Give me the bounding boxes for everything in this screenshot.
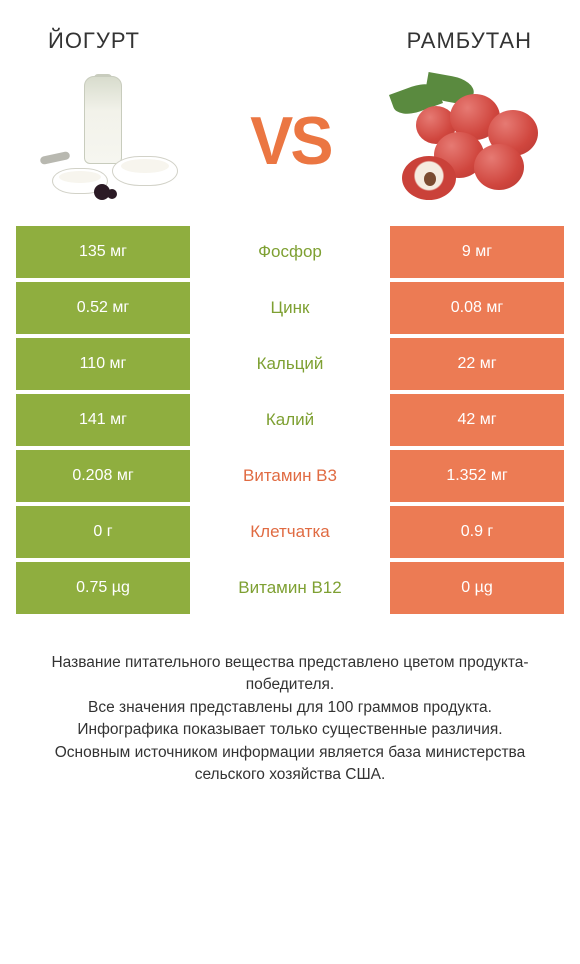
yogurt-image — [40, 76, 190, 206]
cell-left: 135 мг — [16, 226, 190, 278]
table-row: 135 мгФосфор9 мг — [16, 226, 564, 278]
cell-left: 0 г — [16, 506, 190, 558]
table-row: 0.52 мгЦинк0.08 мг — [16, 282, 564, 334]
rambutan-image — [390, 76, 540, 206]
cell-right: 9 мг — [390, 226, 564, 278]
cell-right: 1.352 мг — [390, 450, 564, 502]
cell-left: 0.208 мг — [16, 450, 190, 502]
footer-notes: Название питательного вещества представл… — [0, 618, 580, 787]
vs-label: VS — [250, 102, 330, 180]
comparison-table: 135 мгФосфор9 мг0.52 мгЦинк0.08 мг110 мг… — [0, 226, 580, 614]
table-row: 110 мгКальций22 мг — [16, 338, 564, 390]
footer-line: Инфографика показывает только существенн… — [28, 719, 552, 741]
cell-label: Кальций — [190, 338, 390, 390]
cell-label: Витамин B3 — [190, 450, 390, 502]
cell-label: Калий — [190, 394, 390, 446]
header: ЙОГУРТ РАМБУТАН — [0, 0, 580, 64]
cell-left: 0.75 µg — [16, 562, 190, 614]
cell-right: 42 мг — [390, 394, 564, 446]
cell-left: 141 мг — [16, 394, 190, 446]
cell-left: 0.52 мг — [16, 282, 190, 334]
cell-right: 0.9 г — [390, 506, 564, 558]
footer-line: Название питательного вещества представл… — [28, 652, 552, 697]
table-row: 141 мгКалий42 мг — [16, 394, 564, 446]
cell-right: 0 µg — [390, 562, 564, 614]
cell-label: Цинк — [190, 282, 390, 334]
cell-right: 22 мг — [390, 338, 564, 390]
footer-line: Все значения представлены для 100 граммо… — [28, 697, 552, 719]
table-row: 0.208 мгВитамин B31.352 мг — [16, 450, 564, 502]
footer-line: Основным источником информации является … — [28, 742, 552, 787]
cell-label: Клетчатка — [190, 506, 390, 558]
table-row: 0 гКлетчатка0.9 г — [16, 506, 564, 558]
cell-left: 110 мг — [16, 338, 190, 390]
title-right: РАМБУТАН — [407, 28, 532, 54]
table-row: 0.75 µgВитамин B120 µg — [16, 562, 564, 614]
cell-label: Фосфор — [190, 226, 390, 278]
images-row: VS — [0, 64, 580, 226]
cell-label: Витамин B12 — [190, 562, 390, 614]
title-left: ЙОГУРТ — [48, 28, 140, 54]
cell-right: 0.08 мг — [390, 282, 564, 334]
